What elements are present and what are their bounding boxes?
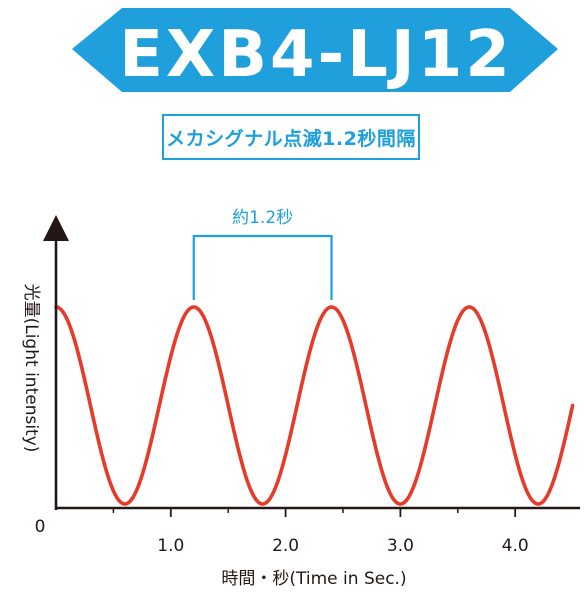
model-title: EXB4-LJ12 (119, 18, 513, 92)
light-intensity-line (54, 305, 575, 506)
origin-label: 0 (35, 517, 46, 537)
x-tick-label: 2.0 (272, 536, 299, 556)
x-axis-label: 時間・秒(Time in Sec.) (221, 569, 406, 589)
x-axis-ticks (112, 508, 517, 517)
subtitle-text: メカシグナル点滅1.2秒間隔 (166, 127, 416, 150)
title-banner: EXB4-LJ12 (72, 8, 558, 92)
period-annotation: 約1.2秒 (192, 208, 333, 300)
light-intensity-chart: 約1.2秒 1.0 2.0 3.0 4.0 0 時間・秒(Time in Sec.) … (21, 208, 580, 589)
x-tick-label: 3.0 (387, 536, 414, 556)
period-bracket (192, 234, 333, 300)
x-tick-label: 4.0 (502, 536, 529, 556)
subtitle-box: メカシグナル点滅1.2秒間隔 (162, 114, 420, 160)
x-tick-label: 1.0 (157, 536, 184, 556)
y-axis-label: 光量(Light intensity) (21, 284, 41, 453)
x-axis-tick-labels: 1.0 2.0 3.0 4.0 (157, 536, 528, 556)
title-banner-shape (72, 8, 558, 92)
period-label: 約1.2秒 (232, 208, 293, 228)
